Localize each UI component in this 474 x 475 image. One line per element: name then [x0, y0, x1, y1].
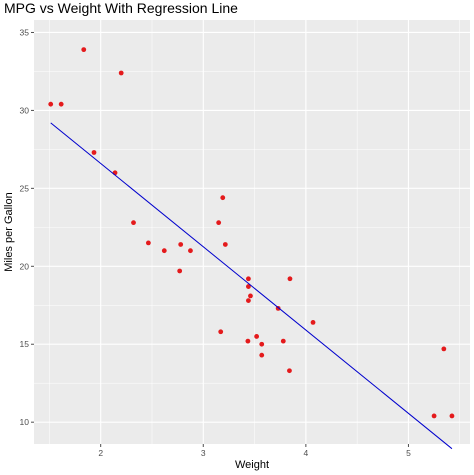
- y-tick-label: 35: [20, 27, 30, 37]
- data-point: [246, 298, 251, 303]
- x-axis-title: Weight: [235, 459, 269, 471]
- x-axis: 2 3 4 5: [98, 444, 411, 458]
- data-point: [161, 248, 167, 254]
- data-point: [58, 101, 64, 107]
- x-tick-label: 4: [303, 448, 308, 458]
- data-point: [222, 242, 228, 247]
- data-point: [431, 413, 437, 419]
- data-point: [48, 101, 54, 107]
- data-point: [216, 220, 222, 226]
- data-point: [254, 334, 260, 339]
- data-point: [246, 284, 251, 289]
- plot-panel: [34, 20, 470, 444]
- y-tick-label: 30: [20, 105, 30, 115]
- data-point: [441, 346, 447, 352]
- data-point: [81, 47, 87, 53]
- y-axis-title: Miles per Gallon: [3, 192, 15, 271]
- data-point: [245, 338, 251, 344]
- data-point: [220, 195, 226, 201]
- data-point: [310, 320, 316, 325]
- y-tick-label: 25: [20, 183, 30, 193]
- data-point: [112, 170, 118, 176]
- regression-line: [50, 122, 453, 450]
- data-point: [118, 70, 124, 76]
- data-point: [449, 413, 455, 419]
- y-tick-label: 15: [20, 339, 30, 349]
- data-point: [287, 368, 292, 374]
- data-point: [280, 338, 286, 344]
- data-point: [218, 329, 224, 335]
- data-point: [145, 240, 151, 246]
- data-point: [246, 276, 251, 282]
- x-tick-label: 3: [201, 448, 206, 458]
- y-tick-label: 10: [20, 417, 30, 427]
- data-point: [178, 242, 184, 247]
- data-point: [259, 341, 265, 347]
- data-point: [287, 276, 293, 282]
- data-point: [131, 220, 136, 226]
- minor-gridlines: [34, 20, 470, 444]
- data-point: [91, 150, 97, 155]
- data-point: [188, 248, 193, 254]
- regression-line-group: [50, 122, 453, 450]
- data-point: [259, 352, 265, 358]
- y-tick-label: 20: [20, 261, 30, 271]
- chart-title: MPG vs Weight With Regression Line: [4, 0, 238, 16]
- x-tick-label: 5: [406, 448, 411, 458]
- data-point: [177, 268, 183, 274]
- x-tick-label: 2: [98, 448, 103, 458]
- major-gridlines: [34, 20, 470, 444]
- y-axis: 10 15 20 25 30 35: [20, 27, 34, 427]
- data-point: [248, 293, 253, 299]
